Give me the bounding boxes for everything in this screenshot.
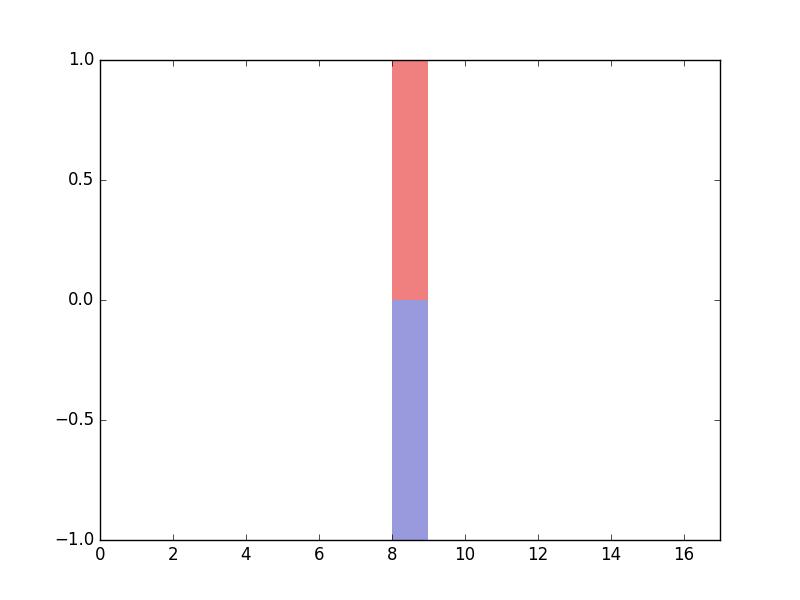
Bar bbox=[392, 300, 428, 540]
Bar bbox=[392, 60, 428, 300]
